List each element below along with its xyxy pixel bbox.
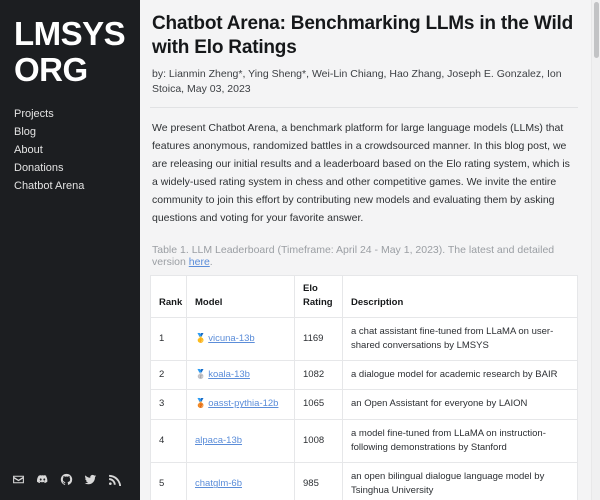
cell-elo-rating: 985 (294, 462, 343, 500)
table-header-row: Rank Model Elo Rating Description (150, 275, 578, 318)
cell-model: 🥉 oasst-pythia-12b (186, 389, 295, 420)
cell-elo-rating: 1008 (294, 419, 343, 464)
twitter-icon[interactable] (84, 473, 97, 486)
cell-description: a model fine-tuned from LLaMA on instruc… (342, 419, 578, 464)
sidebar: LMSYS ORG Projects Blog About Donations … (0, 0, 140, 500)
vertical-scrollbar-thumb[interactable] (594, 2, 599, 58)
sidebar-item-donations[interactable]: Donations (14, 162, 64, 175)
social-links (12, 473, 121, 486)
medal-icon: 🥇 (195, 332, 207, 343)
github-icon[interactable] (60, 473, 73, 486)
cell-rank: 2 (150, 360, 187, 391)
cell-rank: 1 (150, 317, 187, 362)
cell-rank: 4 (150, 419, 187, 464)
sidebar-item-chatbot-arena[interactable]: Chatbot Arena (14, 180, 85, 193)
table-row: 3 🥉 oasst-pythia-12b 1065 an Open Assistant … (150, 389, 578, 420)
main-content: Chatbot Arena: Benchmarking LLMs in the … (140, 0, 600, 500)
logo-line-1: LMSYS (14, 15, 126, 52)
cell-rank: 5 (150, 462, 187, 500)
model-link[interactable]: koala-13b (208, 369, 250, 381)
medal-icon: 🥉 (195, 398, 207, 409)
cell-description: an open bilingual dialogue language mode… (342, 462, 578, 500)
medal-icon: 🥈 (195, 369, 207, 380)
model-link[interactable]: chatglm-6b (195, 478, 242, 490)
table-body: 1 🥇 vicuna-13b 1169 a chat assistant fine-tu… (150, 317, 578, 500)
sidebar-item-about[interactable]: About (14, 144, 43, 157)
table-caption-period: . (209, 256, 213, 269)
cell-description: an Open Assistant for everyone by LAION (342, 389, 578, 420)
cell-model: 🥈 koala-13b (186, 360, 295, 391)
leaderboard-table: Rank Model Elo Rating Description 1 🥇 vicu… (150, 275, 578, 500)
site-logo[interactable]: LMSYS ORG (14, 16, 140, 87)
table-caption: Table 1. LLM Leaderboard (Timeframe: Apr… (150, 244, 578, 275)
cell-elo-rating: 1082 (294, 360, 343, 391)
column-header-description: Description (342, 275, 578, 318)
table-caption-text: Table 1. LLM Leaderboard (Timeframe: Apr… (152, 244, 555, 269)
model-link[interactable]: oasst-pythia-12b (208, 398, 279, 410)
sidebar-item-projects[interactable]: Projects (14, 108, 54, 121)
column-header-rank: Rank (150, 275, 187, 318)
cell-description: a dialogue model for academic research b… (342, 360, 578, 391)
vertical-scrollbar-track[interactable] (591, 0, 600, 500)
logo-line-2: ORG (14, 50, 88, 88)
discord-icon[interactable] (36, 473, 49, 486)
cell-elo-rating: 1169 (294, 317, 343, 362)
cell-description: a chat assistant fine-tuned from LLaMA o… (342, 317, 578, 362)
table-row: 5 chatglm-6b 985 an open bilingual dialogue… (150, 462, 578, 500)
table-row: 2 🥈 koala-13b 1082 a dialogue model for acad… (150, 360, 578, 391)
cell-model: chatglm-6b (186, 462, 295, 500)
page-title: Chatbot Arena: Benchmarking LLMs in the … (152, 13, 574, 58)
model-link[interactable]: alpaca-13b (195, 434, 243, 446)
column-header-elo-rating: Elo Rating (294, 275, 343, 318)
cell-rank: 3 (150, 389, 187, 420)
cell-model: alpaca-13b (186, 419, 295, 464)
article-abstract: We present Chatbot Arena, a benchmark pl… (152, 121, 570, 225)
table-caption-link[interactable]: here (188, 256, 210, 269)
table-row: 4 alpaca-13b 1008 a model fine-tuned from L… (150, 419, 578, 464)
main-region: Chatbot Arena: Benchmarking LLMs in the … (140, 0, 600, 500)
model-link[interactable]: vicuna-13b (208, 332, 255, 344)
cell-model: 🥇 vicuna-13b (186, 317, 295, 362)
sidebar-nav: Projects Blog About Donations Chatbot Ar… (14, 105, 140, 195)
cell-elo-rating: 1065 (294, 389, 343, 420)
mail-icon[interactable] (12, 473, 25, 486)
table-row: 1 🥇 vicuna-13b 1169 a chat assistant fine-tu… (150, 317, 578, 362)
table-head: Rank Model Elo Rating Description (150, 275, 578, 318)
column-header-model: Model (186, 275, 295, 318)
article-byline: by: Lianmin Zheng*, Ying Sheng*, Wei-Lin… (150, 67, 578, 108)
rss-icon[interactable] (108, 473, 121, 486)
sidebar-item-blog[interactable]: Blog (14, 126, 37, 139)
